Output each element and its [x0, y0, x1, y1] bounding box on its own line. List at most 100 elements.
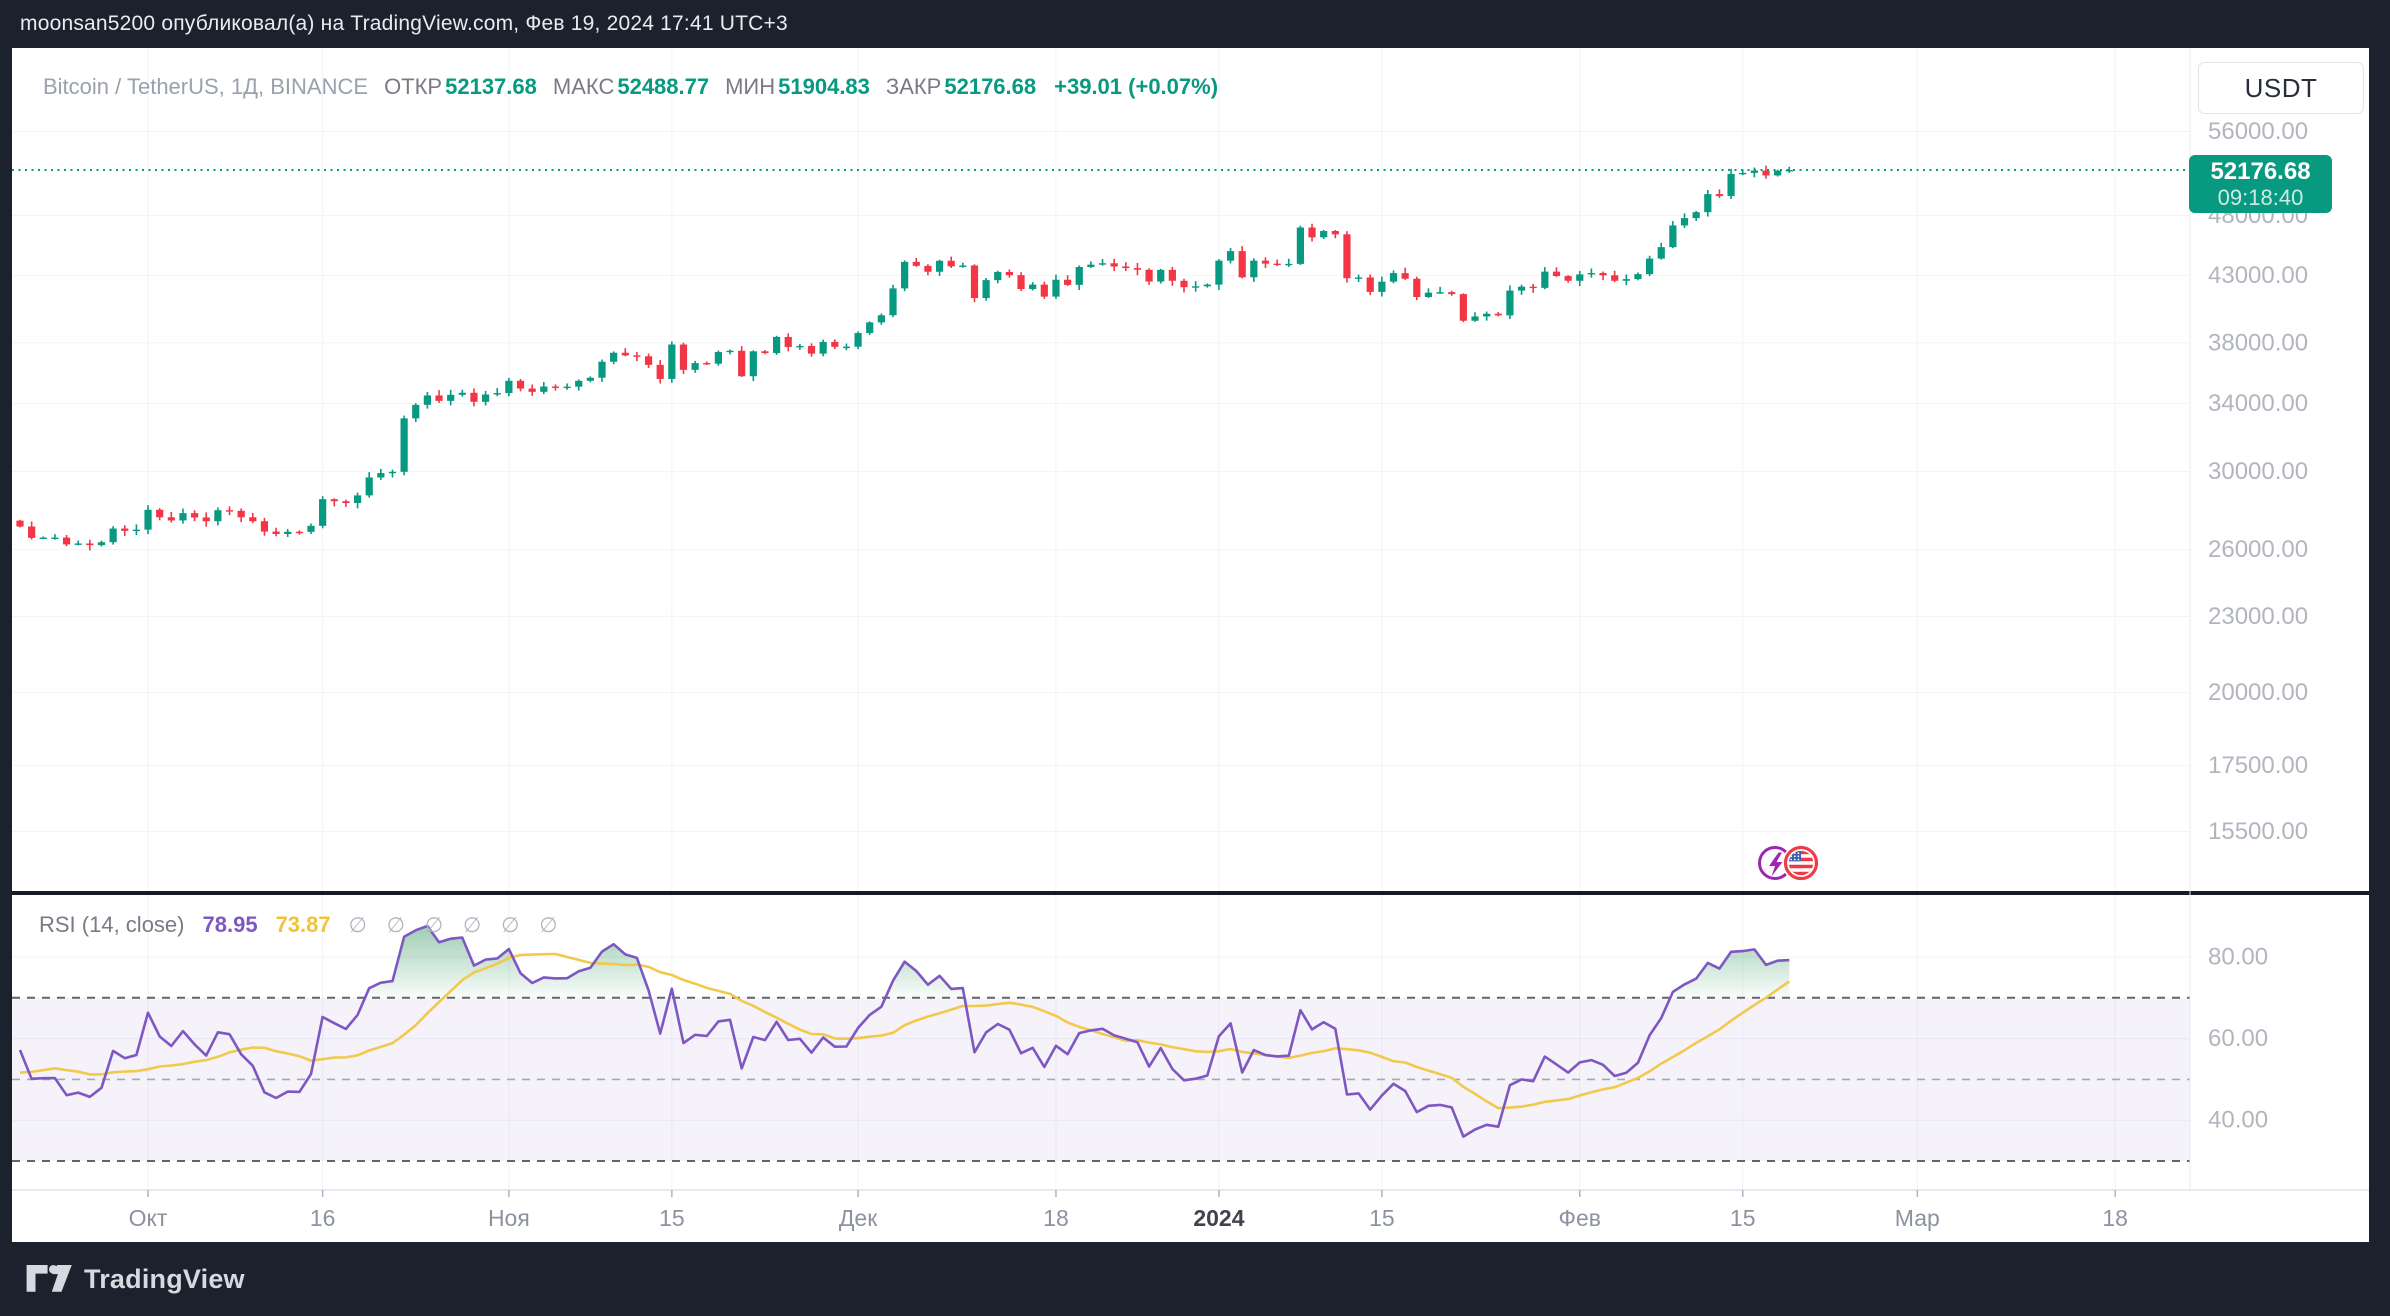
candle [516, 380, 525, 389]
svg-text:80.00: 80.00 [2208, 944, 2268, 971]
ohlc-open: ОТКР 52137.68 [384, 74, 537, 99]
candle [365, 477, 373, 496]
rsi-line [18, 924, 1790, 1138]
candle [1506, 290, 1514, 316]
svg-text:60.00: 60.00 [2208, 1025, 2268, 1052]
svg-text:38000.00: 38000.00 [2208, 329, 2308, 356]
candle [749, 351, 757, 377]
candle [295, 531, 303, 534]
candle [1704, 194, 1712, 213]
candle [225, 510, 234, 512]
svg-text:18: 18 [2102, 1205, 2128, 1231]
candle [202, 517, 210, 522]
candle [1133, 268, 1142, 270]
us-flag-event-icon[interactable] [1782, 844, 1820, 882]
candle [319, 499, 327, 526]
candle [1634, 274, 1642, 280]
ohlc-low: МИН 51904.83 [725, 74, 870, 99]
candle [167, 517, 175, 521]
candle [1261, 260, 1270, 264]
candle [144, 509, 152, 530]
candle [493, 393, 501, 395]
candle [1622, 279, 1630, 281]
rsi-overbought-fill [1670, 949, 1790, 998]
candle [377, 473, 385, 478]
candle [889, 288, 897, 316]
rsi-title: RSI (14, close) [39, 912, 185, 937]
candle [1122, 266, 1130, 269]
candle [959, 265, 967, 267]
candle [191, 513, 199, 518]
candle [249, 517, 257, 522]
event-markers[interactable] [1758, 844, 1820, 882]
candle [1355, 277, 1363, 279]
candle [1168, 269, 1176, 281]
rsi-overbought-fill [885, 961, 965, 998]
candle [1098, 263, 1107, 265]
chart-svg: 56000.0048000.0043000.0038000.0034000.00… [12, 48, 2369, 1231]
rsi-plot [18, 924, 1791, 1138]
candle [773, 336, 781, 354]
tradingview-logo[interactable]: TradingView [26, 1242, 245, 1316]
candle [1552, 271, 1561, 277]
candle [982, 280, 990, 299]
candle [272, 531, 280, 535]
candle [1459, 294, 1467, 321]
price-axis-labels: 56000.0048000.0043000.0038000.0034000.00… [2208, 118, 2308, 845]
svg-text:23000.00: 23000.00 [2208, 603, 2308, 630]
candle [1436, 292, 1444, 294]
svg-text:Мар: Мар [1895, 1205, 1940, 1231]
candle [1564, 276, 1572, 281]
candle [1366, 277, 1374, 292]
candle [1587, 273, 1595, 275]
candle [156, 509, 164, 518]
candle [842, 346, 851, 349]
bottom-bar: TradingView [0, 1242, 2390, 1316]
candle [388, 471, 397, 474]
candle [260, 521, 269, 532]
candle [1250, 260, 1258, 278]
candle [1110, 263, 1118, 267]
candle [703, 363, 711, 365]
last-price-badge: 52176.68 09:18:40 [2189, 155, 2332, 213]
grid-layer [12, 48, 2190, 1190]
candle [586, 377, 594, 381]
time-axis-labels: Окт 16 Ноя 15 Дек 18 2024 15 Фев 15 Мар 18 [129, 1190, 2128, 1231]
candle [610, 352, 618, 362]
candle [633, 355, 641, 357]
candle [86, 543, 94, 546]
us-flag-icon [1788, 850, 1814, 876]
candle [1087, 264, 1095, 267]
candle [912, 261, 920, 266]
candle [598, 361, 606, 378]
candle [74, 543, 82, 545]
candle [1389, 273, 1398, 282]
tradingview-logo-icon [26, 1265, 72, 1292]
svg-text:Ноя: Ноя [488, 1205, 530, 1231]
rsi-ma-value: 73.87 [275, 912, 331, 937]
candle [1343, 234, 1351, 279]
svg-text:15: 15 [1730, 1205, 1756, 1231]
candle [342, 501, 350, 504]
candle [1226, 251, 1235, 261]
chart-panel: 56000.00 48000.00 43000.00 38000.00 34000.00… [12, 48, 2369, 1242]
candle [307, 525, 315, 532]
candle [1471, 316, 1479, 321]
lightning-icon [1769, 852, 1783, 877]
svg-text:17500.00: 17500.00 [2208, 752, 2308, 779]
currency-button[interactable]: USDT [2198, 62, 2364, 114]
candle [691, 363, 699, 370]
candle [39, 537, 47, 540]
candle [1448, 292, 1456, 295]
candle [540, 386, 548, 392]
last-price-value: 52176.68 [2210, 158, 2311, 185]
candle [1750, 170, 1758, 173]
svg-text:16: 16 [310, 1205, 336, 1231]
candle [970, 265, 979, 299]
svg-text:40.00: 40.00 [2208, 1107, 2268, 1134]
candle [866, 322, 874, 333]
candle [1774, 170, 1782, 176]
candle [947, 260, 955, 267]
candle [924, 265, 932, 272]
